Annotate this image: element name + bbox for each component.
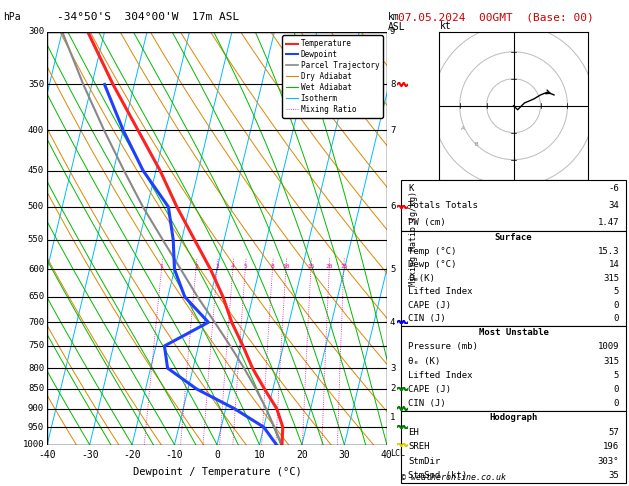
- Text: 57: 57: [608, 428, 619, 437]
- Text: 0: 0: [614, 301, 619, 310]
- Text: 20: 20: [325, 264, 333, 269]
- Text: 900: 900: [28, 404, 44, 413]
- Text: CAPE (J): CAPE (J): [408, 301, 451, 310]
- Text: 5: 5: [614, 287, 619, 296]
- Text: 500: 500: [28, 202, 44, 211]
- Text: StmDir: StmDir: [408, 456, 440, 466]
- Text: 1009: 1009: [598, 342, 619, 351]
- Text: 600: 600: [28, 265, 44, 274]
- Text: Surface: Surface: [495, 233, 532, 242]
- Text: EH: EH: [408, 428, 419, 437]
- Text: 400: 400: [28, 126, 44, 135]
- Text: 10: 10: [282, 264, 289, 269]
- Text: 15.3: 15.3: [598, 247, 619, 256]
- Text: 34: 34: [608, 201, 619, 210]
- Text: 196: 196: [603, 442, 619, 451]
- Text: 30: 30: [338, 450, 350, 460]
- Text: ASL: ASL: [388, 22, 406, 32]
- Text: 8: 8: [390, 80, 396, 89]
- Text: Lifted Index: Lifted Index: [408, 287, 472, 296]
- Text: Temp (°C): Temp (°C): [408, 247, 457, 256]
- Text: 5: 5: [243, 264, 247, 269]
- Text: 5: 5: [614, 371, 619, 380]
- Text: A: A: [460, 126, 464, 131]
- Text: 25: 25: [340, 264, 347, 269]
- Text: -40: -40: [38, 450, 56, 460]
- Text: 14: 14: [608, 260, 619, 269]
- Text: LCL: LCL: [390, 449, 405, 458]
- Text: 10: 10: [253, 450, 265, 460]
- Text: 15: 15: [307, 264, 314, 269]
- Text: 850: 850: [28, 384, 44, 394]
- Text: 650: 650: [28, 293, 44, 301]
- Text: 1000: 1000: [23, 440, 44, 449]
- Text: 35: 35: [608, 471, 619, 480]
- Text: 4: 4: [231, 264, 235, 269]
- Text: 6: 6: [390, 202, 396, 211]
- Text: SREH: SREH: [408, 442, 430, 451]
- Text: 0: 0: [614, 385, 619, 394]
- Text: -30: -30: [81, 450, 99, 460]
- Text: -34°50'S  304°00'W  17m ASL: -34°50'S 304°00'W 17m ASL: [57, 12, 239, 22]
- Text: 300: 300: [28, 27, 44, 36]
- Text: 2: 2: [194, 264, 198, 269]
- Text: B: B: [474, 142, 477, 147]
- Text: 20: 20: [296, 450, 308, 460]
- Text: 700: 700: [28, 318, 44, 327]
- Text: km: km: [388, 12, 400, 22]
- Text: 8: 8: [270, 264, 274, 269]
- Text: 40: 40: [381, 450, 392, 460]
- Text: PW (cm): PW (cm): [408, 218, 446, 227]
- Text: 800: 800: [28, 364, 44, 373]
- Text: 9: 9: [390, 27, 396, 36]
- Text: 2: 2: [390, 384, 396, 394]
- Text: 3: 3: [390, 364, 396, 373]
- Text: CAPE (J): CAPE (J): [408, 385, 451, 394]
- Text: 1.47: 1.47: [598, 218, 619, 227]
- Text: kt: kt: [440, 21, 451, 31]
- Text: 5: 5: [390, 265, 396, 274]
- Text: 0: 0: [614, 399, 619, 408]
- Text: 1: 1: [390, 414, 396, 422]
- Text: -10: -10: [165, 450, 184, 460]
- Text: -6: -6: [608, 184, 619, 193]
- Text: 315: 315: [603, 274, 619, 283]
- Text: CIN (J): CIN (J): [408, 314, 446, 323]
- Text: hPa: hPa: [3, 12, 21, 22]
- Text: CIN (J): CIN (J): [408, 399, 446, 408]
- Text: Lifted Index: Lifted Index: [408, 371, 472, 380]
- Text: Pressure (mb): Pressure (mb): [408, 342, 478, 351]
- Text: 550: 550: [28, 235, 44, 244]
- Text: 1: 1: [160, 264, 164, 269]
- Text: 350: 350: [28, 80, 44, 89]
- Text: 950: 950: [28, 423, 44, 432]
- Legend: Temperature, Dewpoint, Parcel Trajectory, Dry Adiabat, Wet Adiabat, Isotherm, Mi: Temperature, Dewpoint, Parcel Trajectory…: [282, 35, 383, 118]
- Text: 0: 0: [214, 450, 220, 460]
- Text: 4: 4: [390, 318, 396, 327]
- Text: K: K: [408, 184, 413, 193]
- Text: Mixing Ratio (g/kg): Mixing Ratio (g/kg): [409, 191, 418, 286]
- Text: Totals Totals: Totals Totals: [408, 201, 478, 210]
- Text: 3: 3: [215, 264, 219, 269]
- Text: StmSpd (kt): StmSpd (kt): [408, 471, 467, 480]
- Text: Most Unstable: Most Unstable: [479, 328, 548, 337]
- Text: θₑ(K): θₑ(K): [408, 274, 435, 283]
- Text: 07.05.2024  00GMT  (Base: 00): 07.05.2024 00GMT (Base: 00): [398, 12, 593, 22]
- Text: 7: 7: [390, 126, 396, 135]
- Text: 303°: 303°: [598, 456, 619, 466]
- Text: θₑ (K): θₑ (K): [408, 357, 440, 365]
- Text: -20: -20: [123, 450, 141, 460]
- Text: Dewpoint / Temperature (°C): Dewpoint / Temperature (°C): [133, 467, 301, 477]
- Text: 0: 0: [614, 314, 619, 323]
- Text: © weatheronline.co.uk: © weatheronline.co.uk: [401, 473, 506, 482]
- Text: 450: 450: [28, 166, 44, 175]
- Text: 315: 315: [603, 357, 619, 365]
- Text: Hodograph: Hodograph: [489, 414, 538, 422]
- Text: Dewp (°C): Dewp (°C): [408, 260, 457, 269]
- Text: 750: 750: [28, 342, 44, 350]
